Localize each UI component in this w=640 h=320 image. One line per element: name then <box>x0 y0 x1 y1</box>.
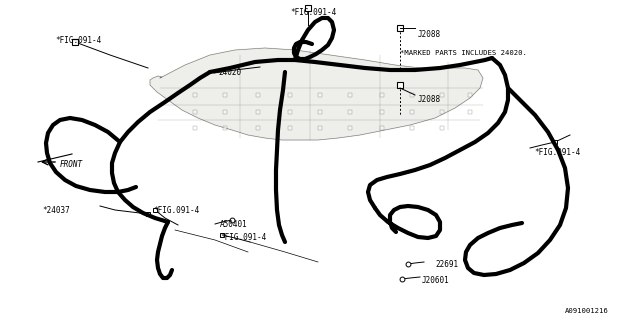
Text: FRONT: FRONT <box>60 160 83 169</box>
Text: 24020: 24020 <box>218 68 241 77</box>
Text: *FIG.091-4: *FIG.091-4 <box>220 233 266 242</box>
Text: A50401: A50401 <box>220 220 248 229</box>
Text: *FIG.091-4: *FIG.091-4 <box>290 8 336 17</box>
Text: 22691: 22691 <box>435 260 458 269</box>
Text: *FIG.091-4: *FIG.091-4 <box>55 36 101 45</box>
Text: J2088: J2088 <box>418 95 441 104</box>
Text: J20601: J20601 <box>422 276 450 285</box>
Text: *24037: *24037 <box>42 206 70 215</box>
Polygon shape <box>150 48 483 140</box>
Text: *FIG.091-4: *FIG.091-4 <box>534 148 580 157</box>
Text: J2088: J2088 <box>418 30 441 39</box>
Text: A091001216: A091001216 <box>565 308 609 314</box>
Text: *MARKED PARTS INCLUDES 24020.: *MARKED PARTS INCLUDES 24020. <box>400 50 527 56</box>
Text: *FIG.091-4: *FIG.091-4 <box>153 206 199 215</box>
